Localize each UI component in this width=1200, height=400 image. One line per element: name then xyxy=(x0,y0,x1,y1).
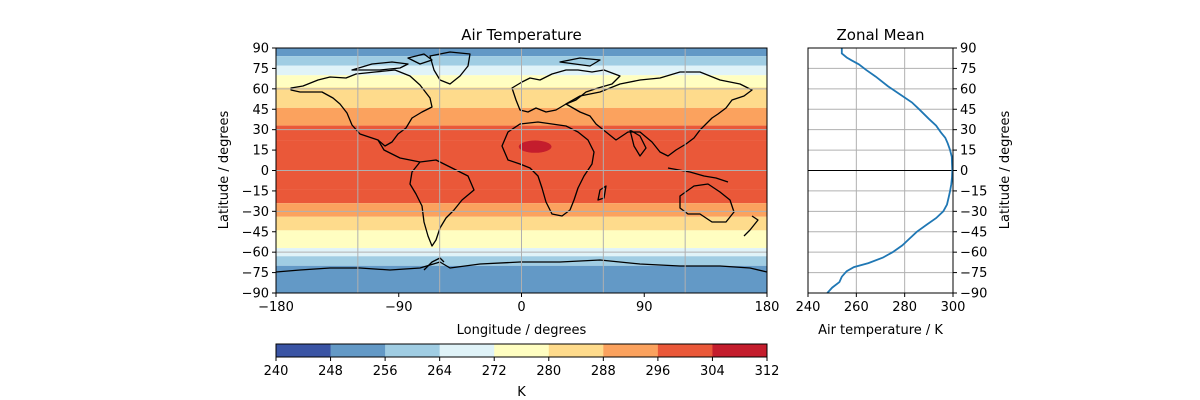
map-ytick-label: −15 xyxy=(242,184,269,199)
zonal-ytick-label: −90 xyxy=(960,287,987,302)
map-panel: −180 −90 0 90 180 9075604530150−15−30−45−60−… xyxy=(217,26,779,338)
zonal-xtick-label: 260 xyxy=(844,300,869,315)
coastlines xyxy=(276,51,767,273)
zonal-xtick-label: 300 xyxy=(941,300,966,315)
zonal-mean-series xyxy=(826,48,954,294)
zonal-gridlines xyxy=(807,47,954,294)
colorbar-cell xyxy=(385,344,441,357)
zonal-ytick-label: 0 xyxy=(960,164,968,179)
colorbar-tick-label: 264 xyxy=(427,364,452,379)
colorbar-cell xyxy=(712,344,768,357)
map-xtick-label: 180 xyxy=(755,300,780,315)
map-x-axis: −180 −90 0 90 180 xyxy=(258,293,779,315)
coastline-madagascar xyxy=(597,185,607,201)
zonal-y-axis: 90 75 60 45 30 15 0 −15 −30 −45 −60 −75 −90 xyxy=(953,42,987,302)
zonal-ytick-label: 30 xyxy=(960,123,977,138)
map-ytick-label: −75 xyxy=(242,266,269,281)
zonal-mean-panel: 240 260 280 300 90 75 60 45 30 15 0 −15 −30 −45 −60 −7… xyxy=(796,26,1013,338)
colorbar-tick-label: 240 xyxy=(264,364,289,379)
map-xtick-label: −180 xyxy=(258,300,294,315)
map-ytick-label: −90 xyxy=(242,287,269,302)
coastline-south-america xyxy=(409,159,475,247)
colorbar-cell xyxy=(548,344,604,357)
colorbar-tick-label: 296 xyxy=(645,364,670,379)
coastline-asia xyxy=(565,71,753,157)
map-y-axis: 90 75 60 45 30 15 0 −15 −30 −45 −60 −75 −90 xyxy=(242,42,276,302)
map-ytick-label: 90 xyxy=(252,42,269,57)
zonal-ytick-label: −15 xyxy=(960,184,987,199)
coastline-arctic-islands xyxy=(351,53,601,71)
map-ytick-label: −60 xyxy=(242,246,269,261)
zonal-mean-line xyxy=(826,48,954,294)
zonal-xtick-label: 280 xyxy=(892,300,917,315)
coastline-central-america xyxy=(377,139,421,163)
colorbar-tick-label: 288 xyxy=(591,364,616,379)
colorbar-tick-label: 304 xyxy=(700,364,725,379)
map-ytick-label: 30 xyxy=(252,123,269,138)
colorbar-tick-label: 256 xyxy=(373,364,398,379)
colorbar-ticks: 240 248 256 264 272 280 288 296 304 312 xyxy=(264,357,780,379)
colorbar-cells xyxy=(276,344,768,357)
map-xlabel: Longitude / degrees xyxy=(457,323,587,338)
map-gridlines xyxy=(276,48,767,293)
map-title: Air Temperature xyxy=(461,26,581,44)
colorbar-cell xyxy=(276,344,332,357)
hot-spot xyxy=(518,140,552,153)
map-ytick-label: −45 xyxy=(242,225,269,240)
coastline-antarctica xyxy=(276,259,767,273)
zonal-ytick-label: 75 xyxy=(960,62,977,77)
colorbar-cell xyxy=(330,344,386,357)
map-ytick-label: 0 xyxy=(261,164,269,179)
map-ytick-label: 15 xyxy=(252,144,269,159)
map-ytick-label: 75 xyxy=(252,62,269,77)
coastline-africa xyxy=(501,121,595,217)
zonal-xtick-label: 240 xyxy=(796,300,821,315)
colorbar-tick-label: 248 xyxy=(318,364,343,379)
colorbar-tick-label: 272 xyxy=(482,364,507,379)
coastline-north-america xyxy=(290,69,433,147)
zonal-ytick-label: 45 xyxy=(960,103,977,118)
map-ytick-label: −30 xyxy=(242,205,269,220)
zonal-xlabel: Air temperature / K xyxy=(818,323,943,338)
zonal-ytick-label: 60 xyxy=(960,82,977,97)
colorbar-cell xyxy=(603,344,659,357)
coastline-australia xyxy=(679,183,735,223)
colorbar-tick-label: 312 xyxy=(755,364,780,379)
map-ylabel: Latitude / degrees xyxy=(217,111,232,230)
coastline-new-zealand xyxy=(743,215,759,237)
coastline-antarctic-peninsula xyxy=(423,257,445,271)
zonal-ytick-label: −60 xyxy=(960,246,987,261)
map-ytick-label: 60 xyxy=(252,82,269,97)
map-ytick-label: 45 xyxy=(252,103,269,118)
coastline-europe xyxy=(511,69,621,113)
zonal-ylabel: Latitude / degrees xyxy=(998,111,1013,230)
map-xtick-label: 90 xyxy=(636,300,653,315)
colorbar-tick-label: 280 xyxy=(536,364,561,379)
colorbar-frame xyxy=(275,343,768,358)
zonal-ytick-label: −45 xyxy=(960,225,987,240)
coastline-greenland xyxy=(429,51,471,85)
coastline-india xyxy=(629,129,647,157)
zonal-ytick-label: 90 xyxy=(960,42,977,57)
zonal-x-axis: 240 260 280 300 xyxy=(796,293,966,315)
zonal-ytick-label: −75 xyxy=(960,266,987,281)
colorbar: 240 248 256 264 272 280 288 296 304 312 K xyxy=(264,343,780,400)
colorbar-cell xyxy=(494,344,550,357)
map-xtick-label: 0 xyxy=(517,300,525,315)
map-xtick-label: −90 xyxy=(385,300,412,315)
colorbar-cell xyxy=(657,344,713,357)
colorbar-cell xyxy=(439,344,495,357)
zonal-ytick-label: −30 xyxy=(960,205,987,220)
zonal-ytick-label: 15 xyxy=(960,144,977,159)
colorbar-label: K xyxy=(517,385,526,400)
zonal-title: Zonal Mean xyxy=(837,26,925,44)
